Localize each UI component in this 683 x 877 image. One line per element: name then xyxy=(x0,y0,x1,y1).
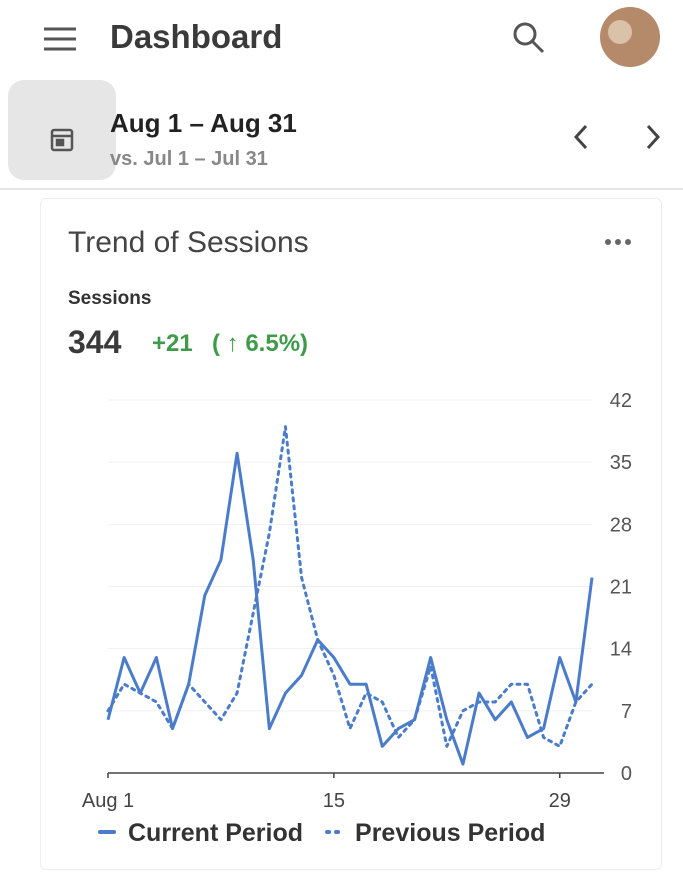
x-tick-label: Aug 1 xyxy=(82,790,134,812)
y-tick-label: 21 xyxy=(610,577,632,599)
y-tick-label: 35 xyxy=(610,452,632,474)
y-tick-label: 0 xyxy=(621,763,632,785)
metric-change: +21 xyxy=(152,330,193,358)
prev-button[interactable] xyxy=(576,126,586,148)
chart: 0 7 14 21 28 35 42 Aug 1 15 29 Current Period Previ… xyxy=(0,380,683,870)
date-range[interactable]: Aug 1 – Aug 31 xyxy=(110,108,297,139)
y-tick-label: 7 xyxy=(621,701,632,723)
next-button[interactable] xyxy=(648,126,658,148)
metric-change-pct: ( ↑ 6.5%) xyxy=(212,330,308,358)
avatar-detail xyxy=(608,20,632,44)
series-line xyxy=(108,453,592,764)
chrome-icons xyxy=(0,0,683,200)
y-tick-label: 28 xyxy=(610,514,632,536)
page-title: Dashboard xyxy=(110,18,282,56)
legend-label: Current Period xyxy=(128,819,303,847)
page: {"header": {"title": "Dashboard"}, "date… xyxy=(0,0,683,877)
x-tick-label: 15 xyxy=(323,790,345,812)
card-title: Trend of Sessions xyxy=(68,226,309,260)
more-button[interactable] xyxy=(600,236,640,248)
search-button[interactable] xyxy=(515,24,543,52)
x-tick-label: 29 xyxy=(549,790,571,812)
y-tick-label: 14 xyxy=(610,639,632,661)
menu-button[interactable] xyxy=(44,29,76,49)
legend-label: Previous Period xyxy=(355,819,545,847)
comparison-range: vs. Jul 1 – Jul 31 xyxy=(110,148,268,171)
metric-value: 344 xyxy=(68,324,121,361)
metric-label: Sessions xyxy=(68,288,151,310)
y-tick-label: 42 xyxy=(610,390,632,412)
